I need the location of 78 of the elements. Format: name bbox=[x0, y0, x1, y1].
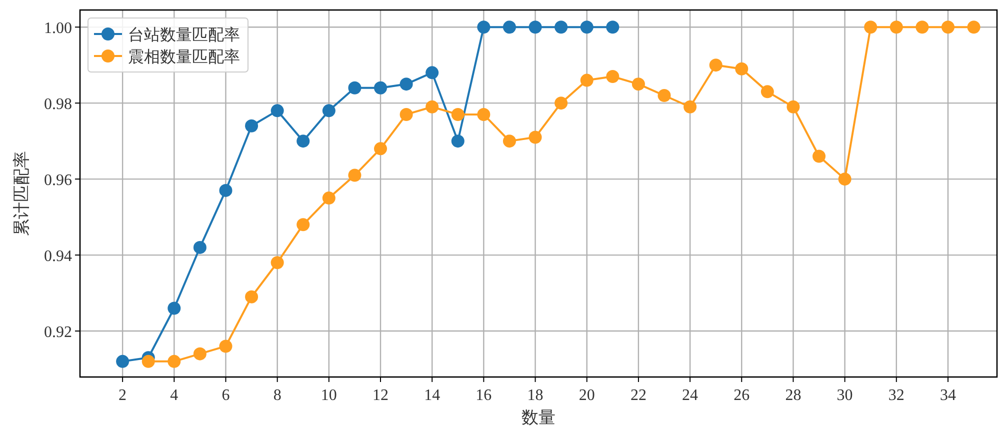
point bbox=[451, 134, 464, 148]
point bbox=[245, 290, 258, 304]
point bbox=[580, 74, 594, 87]
point bbox=[528, 20, 542, 34]
x-tick-label: 18 bbox=[527, 387, 544, 404]
point bbox=[812, 150, 826, 163]
x-tick-label: 34 bbox=[940, 387, 956, 404]
point bbox=[400, 78, 413, 91]
point bbox=[426, 100, 439, 114]
y-tick-label: 0.92 bbox=[44, 324, 72, 342]
point bbox=[967, 20, 980, 34]
point bbox=[502, 20, 516, 34]
point bbox=[245, 119, 258, 132]
point bbox=[606, 70, 620, 83]
point bbox=[219, 340, 232, 353]
x-tick-label: 26 bbox=[734, 387, 750, 404]
point bbox=[554, 20, 568, 34]
point bbox=[760, 85, 774, 98]
x-tick-label: 6 bbox=[222, 387, 230, 404]
point bbox=[270, 104, 284, 118]
x-tick-label: 22 bbox=[630, 387, 646, 404]
point bbox=[864, 20, 878, 34]
point bbox=[632, 78, 645, 91]
point bbox=[554, 96, 568, 110]
y-tick-label: 1.00 bbox=[44, 20, 72, 38]
x-tick-label: 10 bbox=[320, 387, 337, 404]
x-tick-label: 24 bbox=[682, 387, 698, 404]
point bbox=[580, 20, 594, 34]
x-tick-label: 28 bbox=[785, 387, 802, 404]
point bbox=[374, 142, 388, 156]
point bbox=[168, 354, 181, 368]
legend-label: 台站数量匹配率 bbox=[128, 26, 240, 44]
point bbox=[348, 168, 362, 182]
point bbox=[322, 104, 336, 118]
legend-label: 震相数量匹配率 bbox=[128, 48, 240, 66]
point bbox=[606, 20, 620, 34]
point bbox=[451, 108, 464, 121]
x-tick-label: 12 bbox=[372, 387, 389, 404]
point bbox=[528, 130, 542, 144]
y-axis-title: 累计匹配率 bbox=[12, 151, 31, 236]
x-axis-title: 数量 bbox=[522, 408, 556, 427]
point bbox=[400, 108, 413, 121]
point bbox=[219, 184, 232, 197]
x-tick-label: 30 bbox=[836, 387, 853, 404]
x-tick-label: 16 bbox=[476, 387, 492, 404]
point bbox=[477, 108, 490, 121]
point bbox=[684, 100, 697, 114]
x-tick-label: 4 bbox=[170, 387, 178, 404]
point bbox=[348, 81, 362, 94]
point bbox=[709, 58, 722, 72]
x-tick-label: 14 bbox=[424, 387, 440, 404]
x-tick-label: 2 bbox=[118, 387, 127, 404]
point bbox=[193, 240, 206, 254]
point bbox=[426, 66, 439, 80]
point bbox=[941, 20, 954, 34]
point bbox=[168, 302, 181, 315]
point bbox=[735, 62, 748, 76]
point bbox=[142, 354, 155, 368]
point bbox=[502, 134, 516, 148]
point bbox=[193, 347, 206, 360]
y-tick-label: 0.94 bbox=[44, 248, 72, 266]
y-tick-label: 0.98 bbox=[44, 96, 72, 114]
point bbox=[322, 192, 336, 205]
point bbox=[658, 88, 671, 102]
point bbox=[270, 256, 284, 270]
point bbox=[296, 218, 310, 232]
x-tick-label: 8 bbox=[273, 387, 282, 404]
point bbox=[477, 20, 490, 34]
point bbox=[296, 134, 310, 148]
point bbox=[374, 81, 388, 94]
y-tick-label: 0.96 bbox=[44, 172, 72, 190]
point bbox=[890, 20, 903, 34]
point bbox=[838, 172, 852, 186]
x-tick-label: 20 bbox=[578, 387, 595, 404]
point bbox=[786, 100, 800, 114]
x-tick-label: 32 bbox=[888, 387, 904, 404]
point bbox=[916, 20, 929, 34]
point bbox=[116, 354, 130, 368]
